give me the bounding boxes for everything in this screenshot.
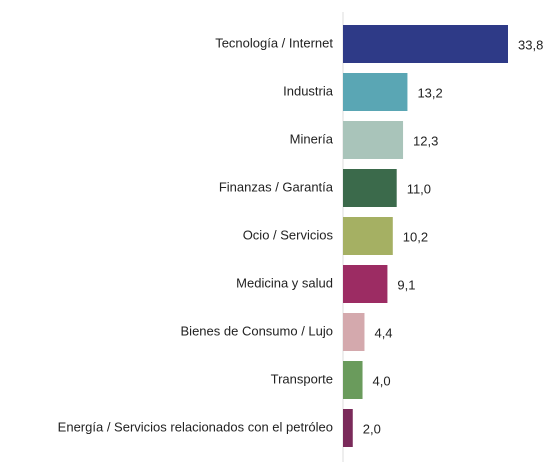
bar xyxy=(343,265,388,303)
category-label: Tecnología / Internet xyxy=(215,35,333,50)
bar xyxy=(343,217,393,255)
value-label: 33,8 xyxy=(518,37,543,52)
category-label: Transporte xyxy=(271,371,333,386)
value-label: 4,0 xyxy=(373,373,391,388)
category-label: Energía / Servicios relacionados con el … xyxy=(58,419,333,434)
bar xyxy=(343,169,397,207)
category-label: Medicina y salud xyxy=(236,275,333,290)
bar xyxy=(343,313,365,351)
value-label: 4,4 xyxy=(374,325,392,340)
bar xyxy=(343,25,508,63)
bar xyxy=(343,121,404,159)
value-label: 2,0 xyxy=(363,421,381,436)
value-label: 12,3 xyxy=(413,133,438,148)
category-label: Minería xyxy=(290,131,334,146)
value-label: 13,2 xyxy=(417,85,442,100)
category-label: Ocio / Servicios xyxy=(243,227,334,242)
category-label: Industria xyxy=(283,83,334,98)
bar xyxy=(343,409,353,447)
bar xyxy=(343,361,363,399)
category-label: Bienes de Consumo / Lujo xyxy=(181,323,333,338)
value-label: 11,0 xyxy=(407,181,431,196)
bar xyxy=(343,73,408,111)
value-label: 10,2 xyxy=(403,229,428,244)
value-label: 9,1 xyxy=(397,277,415,292)
category-label: Finanzas / Garantía xyxy=(219,179,334,194)
